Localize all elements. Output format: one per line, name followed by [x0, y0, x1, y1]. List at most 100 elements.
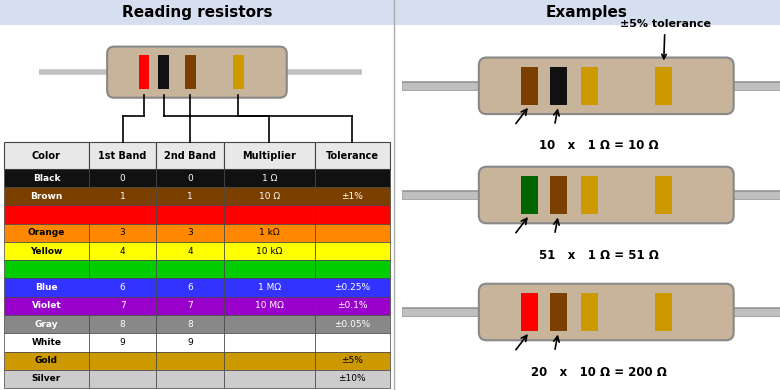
Bar: [224, 206, 314, 224]
Bar: [157, 333, 224, 351]
Text: 8: 8: [120, 320, 126, 329]
Text: 1st Band: 1st Band: [98, 151, 147, 161]
Bar: [4, 351, 89, 370]
Text: 2: 2: [120, 210, 126, 219]
Bar: [314, 333, 390, 351]
Bar: [224, 242, 314, 260]
Bar: [4, 187, 89, 206]
Bar: [89, 224, 157, 242]
Text: Reading resistors: Reading resistors: [122, 5, 272, 20]
Bar: [224, 297, 314, 315]
Text: Blue: Blue: [35, 283, 58, 292]
Text: Yellow: Yellow: [30, 246, 62, 255]
Text: ±0.05%: ±0.05%: [334, 320, 370, 329]
Bar: [581, 176, 598, 214]
Bar: [314, 297, 390, 315]
Text: Color: Color: [32, 151, 61, 161]
Text: ±0.1%: ±0.1%: [337, 301, 367, 310]
Bar: [224, 278, 314, 297]
Text: 9: 9: [187, 338, 193, 347]
Bar: [4, 260, 89, 278]
Bar: [314, 224, 390, 242]
Text: Multiplier: Multiplier: [243, 151, 296, 161]
Bar: [157, 224, 224, 242]
FancyBboxPatch shape: [479, 167, 734, 223]
Bar: [581, 293, 598, 331]
Bar: [224, 187, 314, 206]
Bar: [224, 142, 314, 169]
Bar: [314, 260, 390, 278]
Text: Violet: Violet: [31, 301, 62, 310]
Text: 1: 1: [120, 192, 126, 201]
Text: Black: Black: [33, 174, 60, 183]
Text: 4: 4: [120, 246, 126, 255]
Bar: [0, 0, 394, 25]
Bar: [521, 176, 538, 214]
Bar: [314, 370, 390, 388]
Text: ±2%: ±2%: [342, 210, 363, 219]
Bar: [521, 293, 538, 331]
Text: 2: 2: [187, 210, 193, 219]
Text: 7: 7: [120, 301, 126, 310]
Bar: [89, 187, 157, 206]
Bar: [4, 297, 89, 315]
Text: ±5% tolerance: ±5% tolerance: [619, 19, 711, 59]
Text: Red: Red: [37, 210, 56, 219]
Bar: [224, 370, 314, 388]
Bar: [4, 169, 89, 187]
Bar: [89, 169, 157, 187]
Bar: [655, 176, 672, 214]
Bar: [157, 297, 224, 315]
Text: Gold: Gold: [35, 356, 58, 365]
Bar: [89, 142, 157, 169]
Bar: [157, 206, 224, 224]
Bar: [224, 224, 314, 242]
Bar: [157, 169, 224, 187]
Bar: [139, 55, 150, 89]
Text: ±10%: ±10%: [339, 374, 366, 383]
Bar: [89, 206, 157, 224]
Text: 20   x   10 Ω = 200 Ω: 20 x 10 Ω = 200 Ω: [530, 366, 666, 379]
Bar: [157, 315, 224, 333]
Bar: [314, 169, 390, 187]
Text: Tolerance: Tolerance: [326, 151, 379, 161]
Text: 7: 7: [187, 301, 193, 310]
Bar: [224, 169, 314, 187]
Bar: [158, 55, 169, 89]
Bar: [314, 187, 390, 206]
Bar: [314, 278, 390, 297]
Text: 10 MΩ: 10 MΩ: [255, 301, 284, 310]
Bar: [314, 315, 390, 333]
Text: 10 kΩ: 10 kΩ: [256, 246, 282, 255]
FancyBboxPatch shape: [479, 57, 734, 114]
Bar: [89, 260, 157, 278]
Text: 9: 9: [120, 338, 126, 347]
Text: ±5%: ±5%: [342, 356, 363, 365]
Bar: [521, 67, 538, 105]
Bar: [550, 176, 567, 214]
Bar: [314, 206, 390, 224]
Bar: [157, 351, 224, 370]
Bar: [89, 351, 157, 370]
Text: 6: 6: [120, 283, 126, 292]
Text: White: White: [31, 338, 62, 347]
Bar: [224, 260, 314, 278]
Bar: [233, 55, 243, 89]
Text: 100 Ω: 100 Ω: [256, 210, 283, 219]
Bar: [224, 315, 314, 333]
Bar: [89, 278, 157, 297]
Bar: [157, 142, 224, 169]
Bar: [4, 370, 89, 388]
Bar: [4, 206, 89, 224]
Bar: [224, 351, 314, 370]
Text: Gray: Gray: [34, 320, 58, 329]
Text: ±0.25%: ±0.25%: [335, 283, 370, 292]
Text: 8: 8: [187, 320, 193, 329]
Text: 10 Ω: 10 Ω: [259, 192, 280, 201]
Bar: [4, 142, 89, 169]
Text: 1 MΩ: 1 MΩ: [257, 283, 281, 292]
Bar: [157, 278, 224, 297]
Text: Silver: Silver: [32, 374, 61, 383]
Text: Green: Green: [31, 265, 62, 274]
Bar: [4, 224, 89, 242]
